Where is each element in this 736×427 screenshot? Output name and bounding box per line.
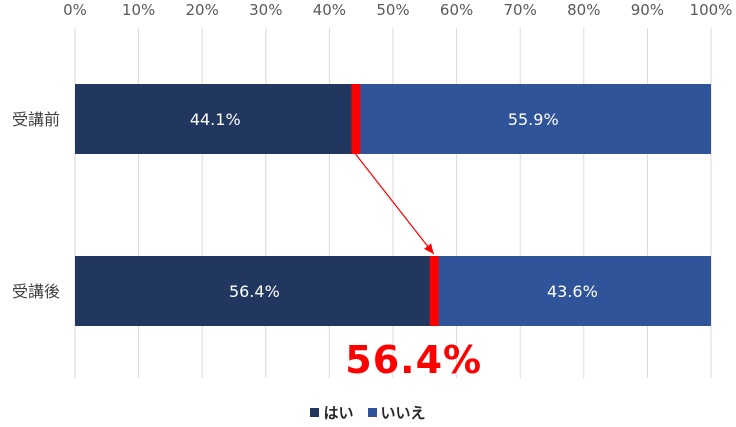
legend-label-yes: はい (323, 403, 354, 422)
legend-swatch-no (367, 407, 377, 417)
arrow-line (355, 153, 435, 255)
data-label: 55.9% (508, 110, 559, 129)
bar-segment (75, 84, 356, 154)
x-tick-label: 100% (690, 1, 733, 19)
boundary-marker (351, 84, 361, 154)
arrow-head (423, 243, 434, 254)
legend-label-no: いいえ (380, 403, 426, 422)
data-label: 44.1% (190, 110, 241, 129)
bar-segment (433, 256, 711, 326)
x-tick-label: 20% (186, 1, 219, 19)
category-label: 受講前 (12, 110, 60, 129)
change-arrow (355, 153, 435, 255)
x-tick-label: 70% (504, 1, 537, 19)
x-tick-label: 50% (376, 1, 409, 19)
x-tick-label: 0% (63, 1, 87, 19)
x-tick-label: 90% (631, 1, 664, 19)
x-tick-label: 60% (440, 1, 473, 19)
legend-item-no: いいえ (367, 402, 426, 423)
x-tick-label: 10% (122, 1, 155, 19)
legend-item-yes: はい (310, 402, 354, 423)
x-tick-label: 40% (313, 1, 346, 19)
legend: はい いいえ (0, 402, 736, 422)
bar-segment (355, 84, 711, 154)
bar-segment (75, 256, 434, 326)
highlight-annotation: 56.4% (345, 338, 483, 382)
x-tick-label: 30% (249, 1, 282, 19)
x-axis-tick-labels: 0% 10% 20% 30% 40% 50% 60% 70% 80% 90% 100% (63, 1, 732, 19)
legend-swatch-yes (310, 407, 320, 417)
category-label: 受講後 (12, 282, 60, 301)
bars: 44.1% 55.9% 56.4% 43.6% (75, 84, 711, 326)
data-label: 43.6% (547, 282, 598, 301)
boundary-marker (429, 256, 439, 326)
data-label: 56.4% (229, 282, 280, 301)
x-tick-label: 80% (567, 1, 600, 19)
